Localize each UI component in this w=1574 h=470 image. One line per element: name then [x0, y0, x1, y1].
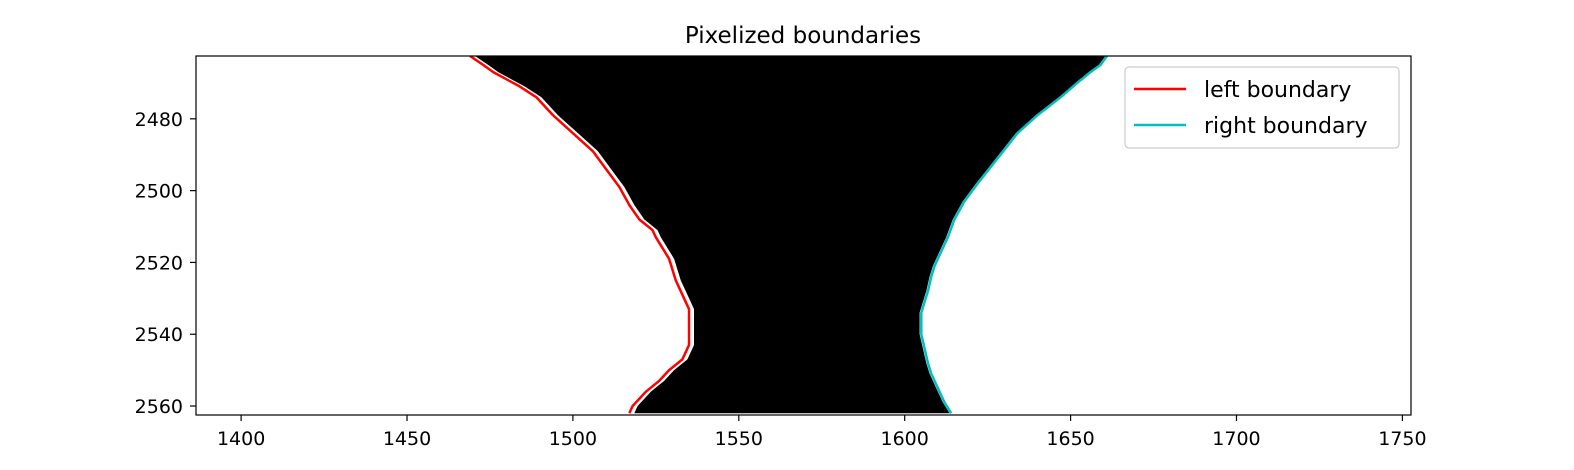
mask-dark-region	[475, 56, 1106, 414]
legend-box	[1124, 66, 1400, 149]
x-tick-label: 1550	[715, 428, 763, 450]
y-tick-label: 2520	[135, 252, 183, 274]
y-tick-label: 2560	[135, 396, 183, 418]
y-tick-label: 2540	[135, 324, 183, 346]
plot-frame	[195, 55, 1412, 416]
y-tick-label: 2480	[135, 109, 183, 131]
legend: left boundary right boundary	[1124, 66, 1400, 149]
y-axis: 2480 2500 2520 2540 2560	[135, 109, 196, 418]
x-tick-label: 1450	[383, 428, 431, 450]
chart-title: Pixelized boundaries	[685, 23, 921, 49]
x-tick-label: 1400	[217, 428, 265, 450]
binary-mask-image	[475, 56, 1106, 414]
x-tick-label: 1750	[1378, 428, 1426, 450]
x-tick-label: 1700	[1212, 428, 1260, 450]
x-tick-label: 1600	[881, 428, 929, 450]
series-layer	[469, 56, 1109, 414]
x-axis: 1400 1450 1500 1550 1600 1650 1700 1750	[217, 415, 1427, 450]
y-tick-label: 2500	[135, 181, 183, 203]
series-line-right-boundary	[920, 56, 1109, 414]
legend-label-right-boundary: right boundary	[1204, 114, 1368, 139]
series-line-left-boundary	[469, 56, 691, 414]
legend-label-left-boundary: left boundary	[1204, 78, 1351, 103]
x-tick-label: 1500	[549, 428, 597, 450]
x-tick-label: 1650	[1046, 428, 1094, 450]
